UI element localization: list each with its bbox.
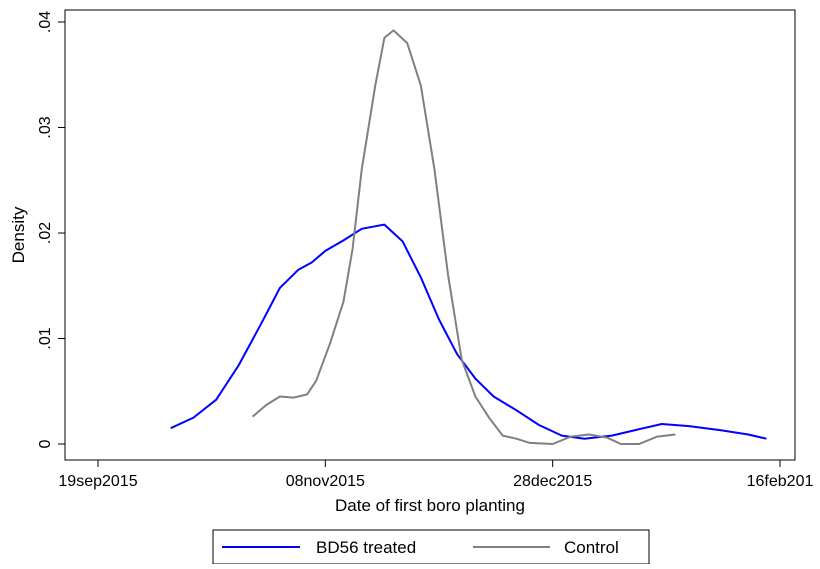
x-tick-label: 19sep2015 (58, 473, 137, 490)
x-tick-label: 16feb201 (747, 473, 814, 490)
y-tick-label: .02 (37, 222, 54, 244)
legend-label-control: Control (564, 538, 619, 557)
y-tick-label: 0 (37, 439, 54, 448)
series-line-control (251, 29, 676, 445)
series-line-bd56-treated (170, 223, 767, 440)
y-axis-label: Density (9, 206, 28, 263)
y-tick-label: .04 (37, 11, 54, 33)
legend-label-bd56-treated: BD56 treated (316, 538, 416, 557)
x-tick-label: 28dec2015 (513, 473, 592, 490)
y-tick-label: .03 (37, 116, 54, 138)
plot-area (64, 9, 796, 461)
y-tick-label: .01 (37, 327, 54, 349)
x-axis-label: Date of first boro planting (335, 496, 525, 515)
x-tick-label: 08nov2015 (286, 473, 365, 490)
